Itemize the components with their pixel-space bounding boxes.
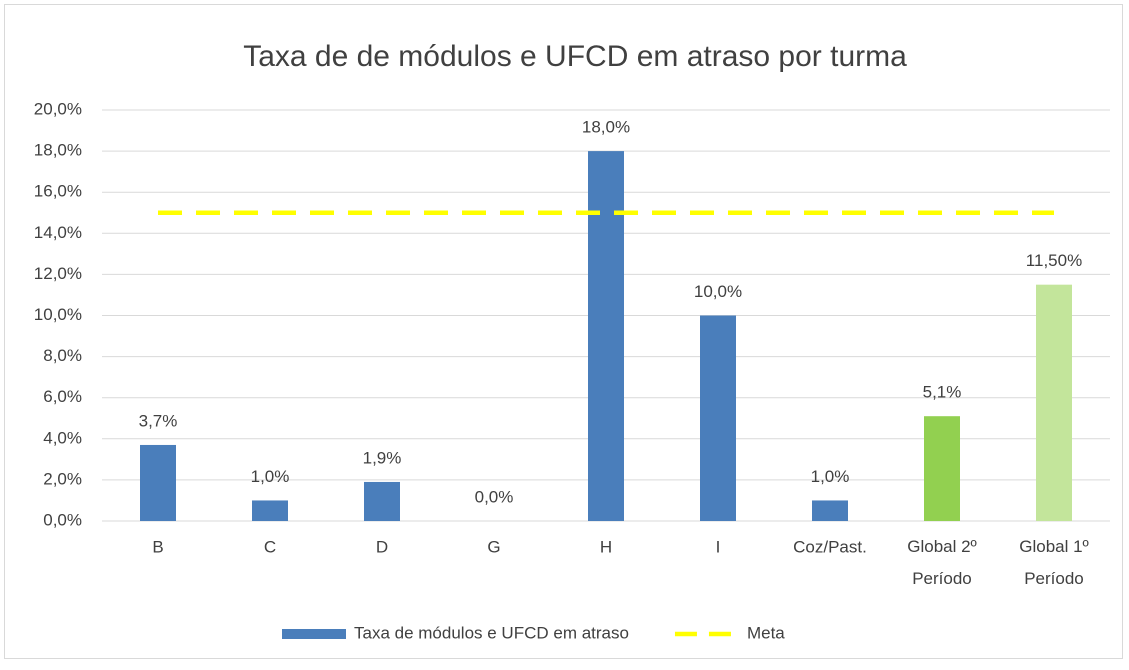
bar bbox=[364, 481, 400, 521]
chart-title: Taxa de de módulos e UFCD em atraso por … bbox=[243, 40, 907, 73]
data-label: 0,0% bbox=[475, 487, 514, 506]
x-tick-label: Coz/Past. bbox=[793, 537, 867, 556]
y-tick-label: 16,0% bbox=[34, 182, 82, 201]
x-tick-label: B bbox=[152, 537, 163, 556]
x-tick-label: Global 1º Período bbox=[1019, 537, 1089, 588]
data-label: 5,1% bbox=[923, 383, 962, 402]
data-label: 3,7% bbox=[139, 411, 178, 430]
y-tick-label: 20,0% bbox=[34, 99, 82, 118]
bar bbox=[924, 416, 960, 521]
y-tick-label: 8,0% bbox=[43, 346, 82, 365]
y-tick-label: 18,0% bbox=[34, 141, 82, 160]
y-tick-label: 0,0% bbox=[43, 510, 82, 529]
data-label: 1,0% bbox=[251, 467, 290, 486]
legend-label: Taxa de módulos e UFCD em atraso bbox=[354, 623, 629, 642]
bar bbox=[588, 151, 624, 521]
y-tick-label: 2,0% bbox=[43, 469, 82, 488]
bar bbox=[700, 315, 736, 521]
bar bbox=[140, 444, 176, 521]
data-label: 11,50% bbox=[1026, 251, 1082, 270]
data-label: 18,0% bbox=[582, 118, 630, 137]
legend-label: Meta bbox=[747, 623, 785, 642]
bar bbox=[812, 500, 848, 521]
y-tick-label: 6,0% bbox=[43, 387, 82, 406]
bar bbox=[1036, 284, 1072, 521]
data-label: 10,0% bbox=[694, 282, 742, 301]
x-tick-label: I bbox=[716, 537, 721, 556]
y-tick-label: 12,0% bbox=[34, 264, 82, 283]
x-tick-label: D bbox=[376, 537, 388, 556]
x-tick-label: H bbox=[600, 537, 612, 556]
chart-border bbox=[4, 4, 1123, 659]
y-tick-label: 14,0% bbox=[34, 223, 82, 242]
bar bbox=[252, 500, 288, 521]
x-tick-label: C bbox=[264, 537, 276, 556]
data-label: 1,0% bbox=[811, 467, 850, 486]
data-label: 1,9% bbox=[363, 448, 402, 467]
legend-swatch bbox=[282, 629, 346, 639]
y-tick-label: 10,0% bbox=[34, 305, 82, 324]
y-tick-label: 4,0% bbox=[43, 428, 82, 447]
x-tick-label: G bbox=[487, 537, 500, 556]
x-tick-label: Global 2º Período bbox=[907, 537, 977, 588]
